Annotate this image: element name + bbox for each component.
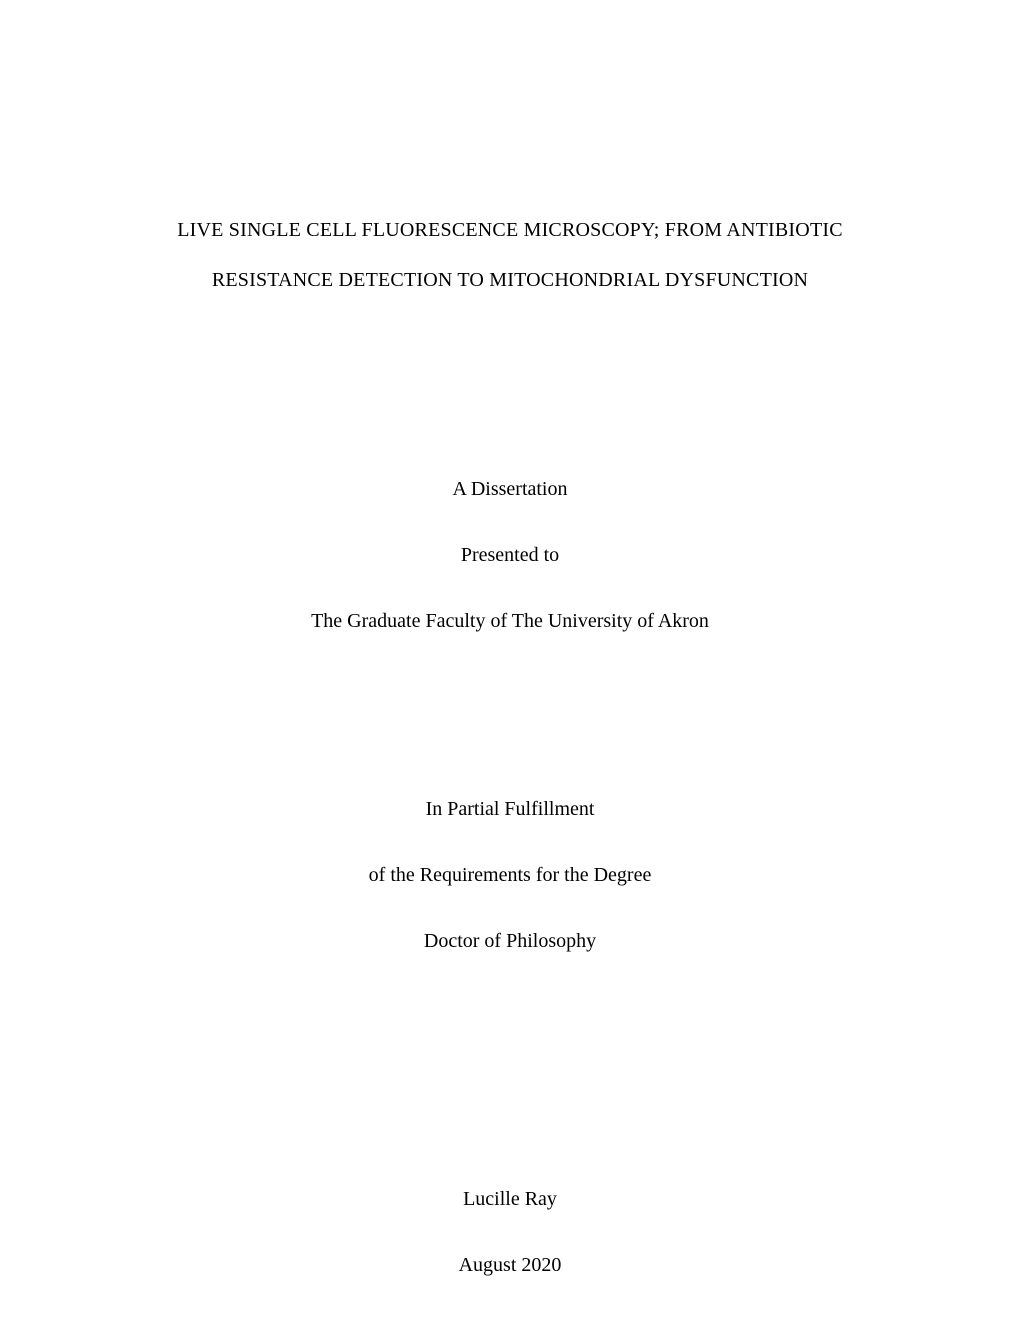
author-name: Lucille Ray xyxy=(120,1185,900,1213)
presented-to-label: Presented to xyxy=(120,541,900,569)
dissertation-label: A Dissertation xyxy=(120,475,900,503)
degree-label: Doctor of Philosophy xyxy=(120,927,900,955)
presentation-block: A Dissertation Presented to The Graduate… xyxy=(120,475,900,635)
dissertation-date: August 2020 xyxy=(120,1251,900,1279)
title-line-2: RESISTANCE DETECTION TO MITOCHONDRIAL DY… xyxy=(120,255,900,305)
title-line-1: LIVE SINGLE CELL FLUORESCENCE MICROSCOPY… xyxy=(120,205,900,255)
dissertation-title-block: LIVE SINGLE CELL FLUORESCENCE MICROSCOPY… xyxy=(120,205,900,305)
author-block: Lucille Ray August 2020 xyxy=(120,1185,900,1279)
faculty-label: The Graduate Faculty of The University o… xyxy=(120,607,900,635)
partial-fulfillment-label: In Partial Fulfillment xyxy=(120,795,900,823)
requirements-label: of the Requirements for the Degree xyxy=(120,861,900,889)
fulfillment-block: In Partial Fulfillment of the Requiremen… xyxy=(120,795,900,955)
